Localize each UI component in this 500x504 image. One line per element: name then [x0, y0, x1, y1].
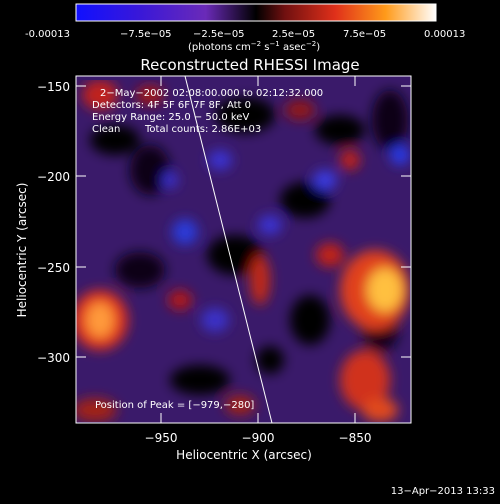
colorbar-tick-4: 2.5e−05 — [272, 29, 315, 40]
plot-title: Reconstructed RHESSI Image — [140, 56, 359, 74]
colorbar-gradient — [75, 3, 437, 22]
solar-limb-line — [184, 76, 273, 423]
annotation-energy-range: Energy Range: 25.0 − 50.0 keV — [92, 112, 249, 123]
x-tick-label-3: −850 — [339, 431, 372, 445]
image-map — [76, 76, 411, 423]
annotation-clean: Clean — [92, 124, 120, 135]
footer-timestamp: 13−Apr−2013 13:33 — [391, 486, 495, 497]
colorbar: -0.00013 −7.5e−05 −2.5e−05 2.5e−05 7.5e−… — [25, 3, 465, 53]
axis-tick-marks — [76, 76, 411, 423]
colorbar-tick-6: 0.00013 — [424, 29, 465, 40]
colorbar-tick-2: −7.5e−05 — [120, 29, 172, 40]
annotation-time-range: 2−May−2002 02:08:00.000 to 02:12:32.000 — [100, 88, 323, 99]
colorbar-tick-1: -0.00013 — [25, 29, 70, 40]
y-tick-label-1: −150 — [37, 80, 70, 94]
x-tick-label-2: −900 — [242, 431, 275, 445]
annotation-peak-position: Position of Peak = [−979,−280] — [95, 400, 254, 411]
y-tick-label-3: −250 — [37, 261, 70, 275]
colorbar-tick-3: −2.5e−05 — [193, 29, 245, 40]
y-axis-label: Heliocentric Y (arcsec) — [15, 183, 29, 318]
annotation-detectors: Detectors: 4F 5F 6F 7F 8F, Att 0 — [92, 100, 251, 111]
y-tick-label-2: −200 — [37, 170, 70, 184]
plot-frame — [75, 75, 412, 424]
x-axis-label: Heliocentric X (arcsec) — [176, 448, 312, 462]
x-tick-label-1: −950 — [145, 431, 178, 445]
y-tick-label-4: −300 — [37, 351, 70, 365]
colorbar-unit-label: (photons cm−2 s−1 asec−2) — [188, 40, 320, 53]
colorbar-tick-5: 7.5e−05 — [343, 29, 386, 40]
annotation-total-counts: Total counts: 2.86E+03 — [144, 124, 261, 135]
